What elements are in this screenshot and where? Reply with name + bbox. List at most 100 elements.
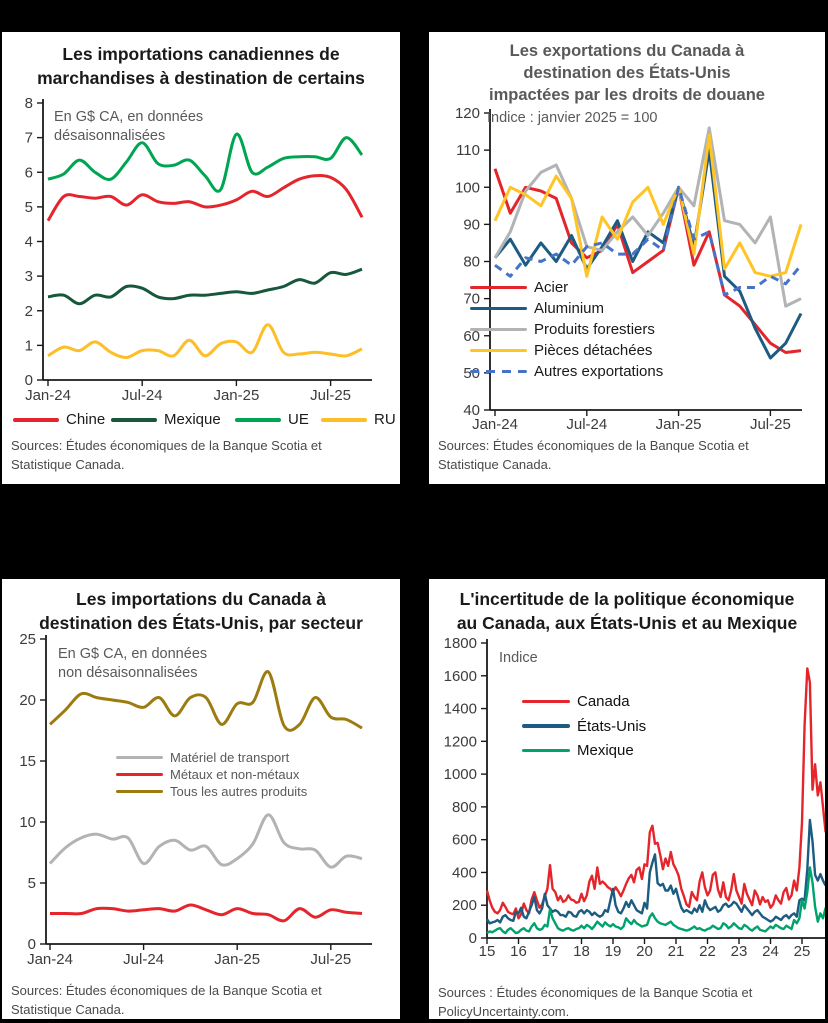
legend-label: Produits forestiers xyxy=(534,321,655,338)
series-chine xyxy=(46,173,364,222)
y-tick-label: 25 xyxy=(19,631,36,648)
series--tats-unis xyxy=(485,818,825,925)
legend-label: Autres exportations xyxy=(534,363,664,380)
chart-title: Les importations canadiennes de marchand… xyxy=(2,42,400,90)
y-tick-label: 2 xyxy=(25,303,33,320)
x-tick-label: 19 xyxy=(605,943,622,960)
legend-swatch xyxy=(111,417,157,422)
legend-swatch xyxy=(321,417,367,422)
legend-label: Canada xyxy=(577,693,630,710)
legend-swatch xyxy=(522,724,570,728)
line-chart-imports-partners: 0 1 2 3 4 5 6 7 8 Jan-24 Jul-24 Jan-25 Jul-25 xyxy=(25,95,372,404)
y-tick-label: 90 xyxy=(463,216,480,233)
y-tick-label: 110 xyxy=(456,142,480,159)
legend-item: Matériel de transport xyxy=(116,750,289,765)
y-tick-label: 100 xyxy=(455,179,480,196)
line-chart-policy-uncertainty: 0 200 400 600 800 1000 1200 1400 1600 1800 15 16 17 1… xyxy=(444,635,825,960)
legend-item: Canada xyxy=(522,693,630,710)
y-tick-label: 40 xyxy=(463,402,480,419)
legend-item: UE xyxy=(235,411,309,428)
y-tick-label: 3 xyxy=(25,268,33,285)
series-tous-les-autres-produits xyxy=(48,670,363,732)
x-tick-label: Jan-25 xyxy=(214,951,260,968)
x-tick-label: 15 xyxy=(479,943,496,960)
y-tick-label: 5 xyxy=(28,875,36,892)
series-ue xyxy=(47,132,364,193)
y-tick-label: 70 xyxy=(463,291,480,308)
title-line: au Canada, aux États-Unis et au Mexique xyxy=(456,613,798,633)
title-line: Les importations canadiennes de xyxy=(62,44,340,64)
legend-label: Mexique xyxy=(164,411,221,428)
title-line: Les importations du Canada à xyxy=(76,589,326,609)
y-tick-label: 80 xyxy=(463,254,480,271)
legend-label: États-Unis xyxy=(577,717,647,735)
chart-annotation: En G$ CA, en données non désaisonnalisée… xyxy=(58,646,208,681)
legend-item: Chine xyxy=(13,411,105,428)
legend-item: États-Unis xyxy=(522,718,646,735)
line-chart-exports-tariffs: 40 50 60 70 80 90 100 110 120 Jan-24 Jul-24 Jan-25 J… xyxy=(455,105,803,433)
legend-swatch xyxy=(522,699,570,704)
chart-panel-imports-sectors: Les importations du Canada à destination… xyxy=(2,579,400,1019)
title-line: destination des États-Unis xyxy=(523,64,731,82)
legend-item: Mexique xyxy=(111,411,221,428)
legend-swatch xyxy=(470,285,527,290)
y-tick-label: 8 xyxy=(25,95,33,112)
chart-annotation: En G$ CA, en données désaisonnalisées xyxy=(54,109,204,144)
legend-swatch xyxy=(470,348,527,353)
y-tick-label: 600 xyxy=(452,832,477,849)
x-tick-label: 20 xyxy=(636,943,653,960)
legend-swatch xyxy=(116,756,163,759)
legend-item: RU xyxy=(321,411,396,428)
legend-item: Autres exportations xyxy=(470,363,663,380)
y-tick-label: 1400 xyxy=(444,701,477,718)
x-tick-label: Jan-25 xyxy=(656,416,702,433)
x-tick-label: 21 xyxy=(668,943,685,960)
chart-title: L'incertitude de la politique économique… xyxy=(429,587,825,635)
y-tick-label: 1 xyxy=(25,337,33,354)
legend-label: Aluminium xyxy=(534,300,605,317)
chart-title: Les importations du Canada à destination… xyxy=(2,587,400,635)
legend-item: Acier xyxy=(470,279,568,296)
x-tick-label: 16 xyxy=(510,943,527,960)
y-tick-label: 1600 xyxy=(444,668,477,685)
y-tick-label: 15 xyxy=(19,753,36,770)
chart-panel-policy-uncertainty: L'incertitude de la politique économique… xyxy=(429,579,825,1019)
legend-item: Mexique xyxy=(522,742,634,759)
x-tick-label: Jul-25 xyxy=(750,416,791,433)
x-tick-label: 24 xyxy=(762,943,779,960)
sources-note: Sources: Études économiques de la Banque… xyxy=(11,983,322,1017)
y-tick-label: 4 xyxy=(25,234,33,251)
legend-swatch xyxy=(470,306,527,311)
chart-annotation: Indice xyxy=(499,650,538,666)
title-line: marchandises à destination de certains xyxy=(37,68,365,88)
series-aluminium xyxy=(493,148,803,360)
series-m-taux-et-non-m-taux xyxy=(50,903,363,923)
y-tick-label: 200 xyxy=(452,897,477,914)
legend-swatch xyxy=(470,369,527,374)
legend-swatch xyxy=(235,417,281,422)
x-tick-label: 22 xyxy=(699,943,716,960)
legend-item: Pièces détachées xyxy=(470,342,652,359)
y-tick-label: 1000 xyxy=(444,766,477,783)
series-ru xyxy=(47,323,363,360)
legend-item: Métaux et non-métaux xyxy=(116,767,299,782)
chart-annotation: Indice : janvier 2025 = 100 xyxy=(487,110,658,126)
legend-label: Métaux et non-métaux xyxy=(170,767,300,782)
x-tick-label: Jan-24 xyxy=(25,387,71,404)
legend-label: Matériel de transport xyxy=(170,750,290,765)
x-tick-label: Jul-24 xyxy=(123,951,164,968)
y-tick-label: 1200 xyxy=(444,733,477,750)
chart-title: Les exportations du Canada à destination… xyxy=(429,40,825,106)
sources-note: Sources: Études économiques de la Banque… xyxy=(438,438,749,472)
chart-panel-exports-tariffs: Les exportations du Canada à destination… xyxy=(429,32,825,484)
legend-label: Mexique xyxy=(577,742,634,759)
line-chart-imports-sectors: 0 5 10 15 20 25 Jan-24 Jul-24 Jan-25 Jul-25 xyxy=(19,631,372,968)
legend-label: Acier xyxy=(534,279,569,296)
x-tick-label: Jan-24 xyxy=(27,951,73,968)
legend-swatch xyxy=(522,748,570,753)
series-pi-ces-d-tach-es xyxy=(493,133,803,278)
series-produits-forestiers xyxy=(493,126,802,308)
x-tick-label: Jul-24 xyxy=(566,416,607,433)
legend-label: Tous les autres produits xyxy=(170,784,308,799)
legend-item: Tous les autres produits xyxy=(116,784,307,799)
